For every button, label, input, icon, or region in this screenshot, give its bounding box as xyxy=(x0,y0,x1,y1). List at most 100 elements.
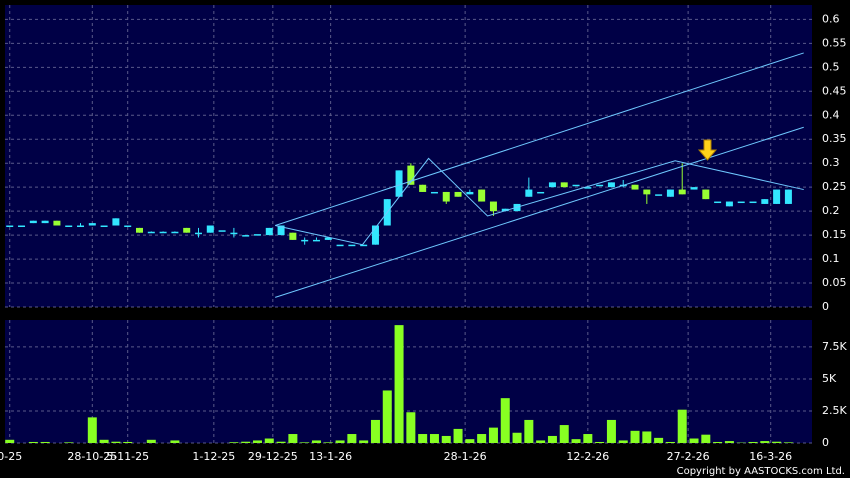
candle-body xyxy=(265,227,273,236)
volume-bar xyxy=(500,398,510,443)
candle-body xyxy=(147,231,155,234)
volume-bar xyxy=(311,440,321,443)
x-tick-label: 16-3-26 xyxy=(749,450,792,463)
volume-bar xyxy=(146,439,156,443)
y-tick-label: 0.2 xyxy=(822,204,840,217)
trend-line xyxy=(275,157,804,246)
volume-bar xyxy=(559,425,569,443)
candle-body xyxy=(749,201,757,204)
candle-body xyxy=(253,234,261,236)
volume-bar xyxy=(288,434,298,443)
volume-bar xyxy=(595,441,605,443)
candle-body xyxy=(277,225,285,236)
candle-body xyxy=(596,184,604,187)
candle-body xyxy=(761,199,769,204)
volume-bar xyxy=(783,442,793,443)
volume-bar xyxy=(689,438,699,443)
volume-bar xyxy=(701,434,711,443)
volume-bar xyxy=(760,441,770,443)
volume-bar xyxy=(583,434,593,443)
candle-body xyxy=(643,189,651,195)
candle-body xyxy=(584,187,592,189)
volume-bar xyxy=(441,435,451,443)
volume-bar xyxy=(170,440,180,443)
candle-body xyxy=(77,225,85,228)
volume-bar xyxy=(748,441,758,443)
volume-bar xyxy=(654,437,664,443)
y-tick-label: 7.5K xyxy=(822,340,847,353)
volume-bar xyxy=(335,440,345,443)
y-tick-label: 0 xyxy=(822,436,829,449)
volume-bar xyxy=(618,440,628,443)
volume-bar xyxy=(5,439,15,443)
candle-body xyxy=(136,227,143,233)
y-tick-label: 5K xyxy=(822,372,837,385)
candle-body xyxy=(525,189,533,197)
volume-bar xyxy=(488,427,498,443)
candle-body xyxy=(124,225,132,228)
candle-body xyxy=(537,191,545,194)
candle-body xyxy=(371,225,379,245)
candle-body xyxy=(395,170,403,197)
volume-bar xyxy=(406,412,416,443)
price-panel xyxy=(5,5,812,307)
x-tick-label: 12-2-26 xyxy=(566,450,609,463)
x-tick-label: 29-12-25 xyxy=(248,450,298,463)
volume-bar xyxy=(606,419,616,443)
volume-bar xyxy=(453,428,463,443)
candle-body xyxy=(478,189,486,202)
x-tick-label: 1-12-25 xyxy=(192,450,235,463)
y-tick-label: 0.4 xyxy=(822,108,840,121)
candle-body xyxy=(489,201,497,212)
candle-body xyxy=(218,230,226,232)
volume-bar xyxy=(370,419,380,443)
candle-body xyxy=(655,194,663,196)
x-tick-label: 5-11-25 xyxy=(106,450,149,463)
volume-bar xyxy=(252,440,262,443)
volume-bar xyxy=(64,442,74,443)
candle-body xyxy=(6,225,14,228)
y-tick-label: 0 xyxy=(822,300,829,313)
x-tick-label: 0-25 xyxy=(0,450,22,463)
y-tick-label: 0.45 xyxy=(822,84,847,97)
volume-bar xyxy=(382,390,392,443)
volume-bar xyxy=(724,441,734,443)
candle-body xyxy=(289,232,297,240)
volume-bar xyxy=(536,440,546,443)
candle-body xyxy=(206,225,214,233)
candle-body xyxy=(501,208,509,212)
y-tick-label: 0.5 xyxy=(822,60,840,73)
candle-body xyxy=(419,184,427,192)
candle-body xyxy=(171,231,179,234)
volume-bar xyxy=(630,430,640,443)
candle-body xyxy=(301,239,309,242)
volume-bar xyxy=(665,441,675,443)
candle-body xyxy=(65,225,73,228)
candle-body xyxy=(442,191,450,202)
volume-bar xyxy=(477,434,487,443)
candle-body xyxy=(666,189,674,197)
candle-body xyxy=(702,189,710,200)
volume-bar xyxy=(677,409,687,443)
candle-body xyxy=(88,223,96,226)
y-tick-label: 0.15 xyxy=(822,228,847,241)
y-tick-label: 0.25 xyxy=(822,180,847,193)
candle-body xyxy=(41,220,49,224)
volume-bar xyxy=(359,440,369,443)
candle-body xyxy=(324,237,332,240)
candle-body xyxy=(360,244,368,247)
y-tick-label: 2.5K xyxy=(822,404,847,417)
volume-bar xyxy=(28,441,38,443)
candle-body xyxy=(454,191,462,197)
volume-bar xyxy=(229,442,239,443)
volume-bar xyxy=(418,434,428,443)
volume-bar xyxy=(465,439,475,443)
candle-body xyxy=(466,191,474,195)
x-tick-label: 28-10-25 xyxy=(67,450,117,463)
volume-bar xyxy=(642,431,652,443)
candle-body xyxy=(548,182,556,188)
y-tick-label: 0.3 xyxy=(822,156,840,169)
candle-body xyxy=(773,189,781,204)
candle-body xyxy=(18,225,26,228)
